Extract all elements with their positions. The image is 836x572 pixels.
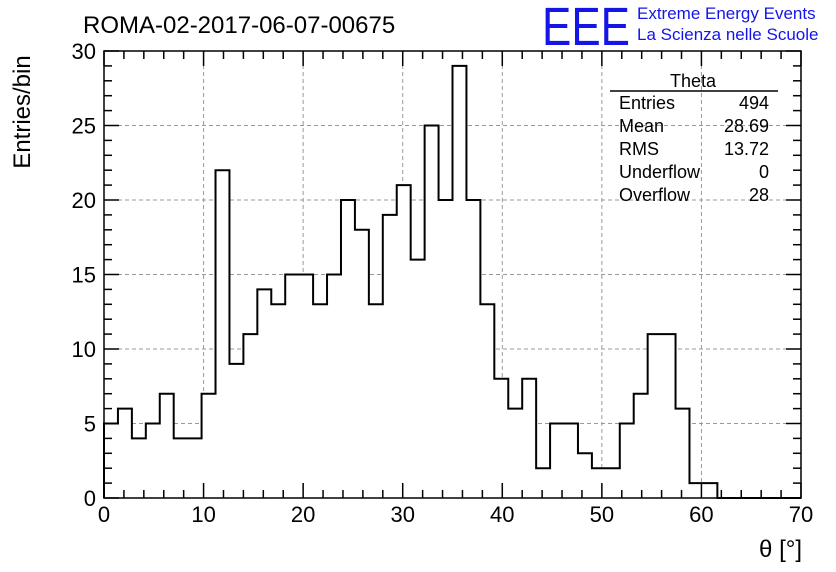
- stats-title: Theta: [670, 71, 717, 91]
- y-tick-label: 15: [72, 263, 96, 288]
- tick-labels: 0 10 20 30 40 50 60 70 0 5 10 15 20 25 30: [72, 39, 814, 527]
- histogram-bin: [508, 408, 523, 498]
- histogram-bin: [257, 289, 272, 498]
- histogram-series: [103, 64, 801, 499]
- stats-label: Entries: [619, 93, 675, 113]
- histogram-bin: [591, 468, 606, 498]
- histogram-bin: [313, 304, 328, 498]
- histogram-bin: [536, 468, 551, 498]
- x-tick-label: 0: [98, 502, 110, 527]
- histogram-bin: [689, 483, 704, 498]
- y-tick-label: 20: [72, 188, 96, 213]
- x-axis-title: θ [°]: [759, 536, 802, 563]
- eee-logo: EEE Extreme Energy Events La Scienza nel…: [542, 0, 818, 57]
- histogram-bin: [550, 423, 565, 498]
- histogram-bin: [703, 483, 718, 498]
- stats-value: 28.69: [724, 116, 769, 136]
- histogram-bin: [131, 438, 146, 498]
- y-tick-label: 0: [84, 486, 96, 511]
- stats-value: 494: [739, 93, 769, 113]
- histogram-outline: [103, 64, 801, 499]
- histogram-bin: [368, 304, 383, 498]
- histogram-bin: [340, 200, 355, 498]
- x-tick-label: 30: [390, 502, 414, 527]
- y-tick-label: 25: [72, 114, 96, 139]
- histogram-bin: [285, 274, 300, 498]
- stats-label: Overflow: [619, 185, 691, 205]
- histogram-bin: [438, 200, 453, 498]
- histogram-bin: [271, 304, 286, 498]
- logo-line-2: La Scienza nelle Scuole: [637, 25, 818, 44]
- histogram-bin: [494, 378, 509, 498]
- histogram-bin: [633, 393, 648, 498]
- histogram-bin: [145, 423, 160, 498]
- stats-label: Underflow: [619, 162, 701, 182]
- x-tick-label: 10: [191, 502, 215, 527]
- histogram-bin: [605, 468, 620, 498]
- y-tick-label: 30: [72, 39, 96, 64]
- histogram-bin: [619, 423, 634, 498]
- logo-letters: EEE: [542, 0, 630, 57]
- histogram-bin: [661, 334, 676, 498]
- histogram-bin: [466, 200, 481, 498]
- stats-value: 0: [759, 162, 769, 182]
- x-tick-label: 40: [490, 502, 514, 527]
- histogram-bin: [117, 408, 132, 498]
- logo-line-1: Extreme Energy Events: [637, 4, 816, 23]
- histogram-bin: [396, 185, 411, 498]
- y-tick-label: 5: [84, 412, 96, 437]
- histogram-bin: [452, 65, 467, 499]
- stats-label: Mean: [619, 116, 664, 136]
- axis-ticks: [103, 50, 802, 499]
- histogram-bin: [354, 229, 369, 499]
- x-tick-label: 20: [291, 502, 315, 527]
- x-tick-label: 60: [689, 502, 713, 527]
- histogram-bin: [173, 438, 188, 498]
- histogram-bin: [382, 214, 397, 498]
- y-tick-label: 10: [72, 337, 96, 362]
- stats-box: Theta Entries 494 Mean 28.69 RMS 13.72 Underfl…: [610, 71, 778, 205]
- histogram-bin: [424, 125, 439, 498]
- histogram-bin: [201, 393, 216, 498]
- histogram-bin: [299, 274, 314, 498]
- stats-value: 13.72: [724, 139, 769, 159]
- histogram-bin: [522, 378, 537, 498]
- histogram-bin: [327, 274, 341, 498]
- histogram-bin: [410, 259, 425, 498]
- stats-label: RMS: [619, 139, 659, 159]
- histogram-bin: [104, 423, 118, 498]
- run-title: ROMA-02-2017-06-07-00675: [83, 12, 395, 39]
- histogram-bin: [229, 363, 244, 498]
- histogram-bin: [675, 408, 690, 498]
- histogram-bin: [215, 170, 230, 498]
- histogram-bin: [647, 334, 662, 498]
- y-axis-title: Entries/bin: [9, 55, 36, 168]
- histogram-bin: [577, 453, 592, 498]
- x-tick-label: 50: [590, 502, 614, 527]
- histogram-bin: [187, 438, 202, 498]
- histogram-bin: [564, 423, 578, 498]
- x-tick-label: 70: [789, 502, 813, 527]
- stats-rows: Entries 494 Mean 28.69 RMS 13.72 Underflow 0 Ove…: [619, 93, 769, 205]
- stats-value: 28: [749, 185, 769, 205]
- histogram-bin: [243, 334, 258, 498]
- histogram-bin: [159, 393, 174, 498]
- histogram-bin: [480, 304, 495, 498]
